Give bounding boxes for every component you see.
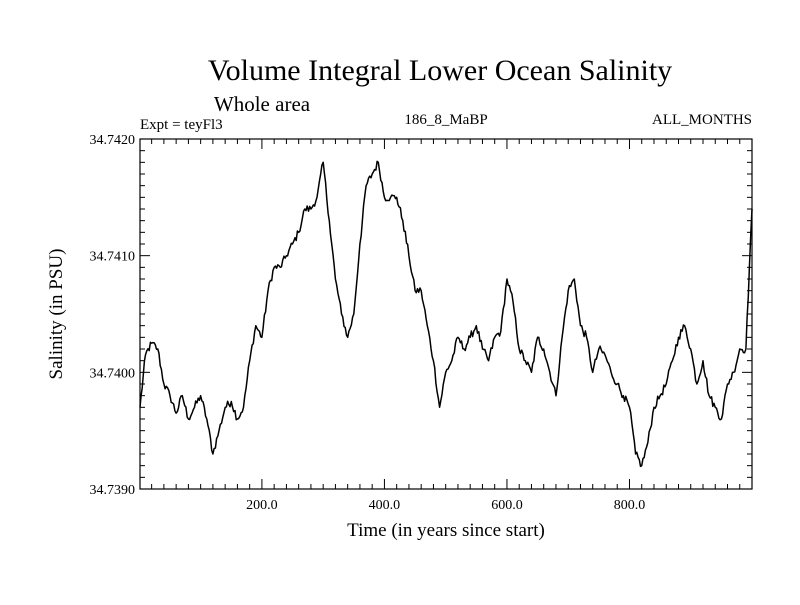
x-tick-label: 600.0 xyxy=(491,498,523,513)
salinity-series-line xyxy=(139,160,753,468)
plot-frame xyxy=(139,138,753,490)
x-tick-label: 400.0 xyxy=(369,498,401,513)
x-tick-labels: 200.0 400.0 600.0 800.0 xyxy=(246,498,645,513)
x-tick-label: 200.0 xyxy=(246,498,278,513)
y-tick-label: 34.7400 xyxy=(90,366,136,381)
period-label: 186_8_MaBP xyxy=(404,112,487,128)
months-label: ALL_MONTHS xyxy=(652,112,752,128)
experiment-label: Expt = teyFl3 xyxy=(140,117,223,133)
x-axis-label: Time (in years since start) xyxy=(347,520,545,541)
chart-title: Volume Integral Lower Ocean Salinity xyxy=(208,54,672,87)
axis-ticks xyxy=(140,138,752,490)
x-tick-label: 800.0 xyxy=(614,498,646,513)
y-tick-label: 34.7420 xyxy=(90,133,136,148)
y-tick-labels: 34.7390 34.7400 34.7410 34.7420 xyxy=(90,133,136,498)
y-axis-label: Salinity (in PSU) xyxy=(46,249,67,380)
y-tick-label: 34.7410 xyxy=(90,250,136,265)
y-tick-label: 34.7390 xyxy=(90,483,136,498)
chart-subtitle: Whole area xyxy=(214,92,311,116)
